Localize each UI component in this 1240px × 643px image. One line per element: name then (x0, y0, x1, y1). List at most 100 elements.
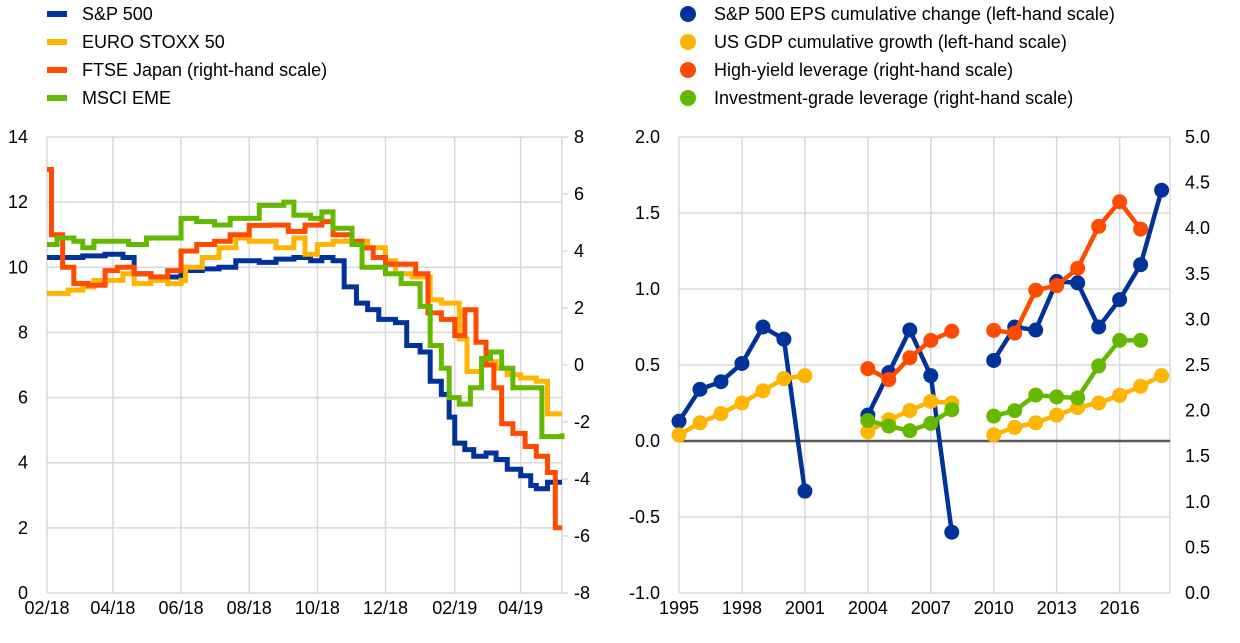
x-tick-label: 1995 (659, 598, 699, 618)
y-right-tick-label: 3.0 (1185, 309, 1210, 329)
data-point-2 (1112, 194, 1128, 210)
data-point-1 (1007, 419, 1023, 435)
data-point-0 (797, 483, 813, 499)
legend-swatch (47, 67, 67, 73)
data-point-0 (776, 331, 792, 347)
y-left-tick-label: 0 (18, 583, 28, 603)
data-point-1 (671, 427, 687, 443)
legend-label: US GDP cumulative growth (left-hand scal… (714, 32, 1067, 52)
data-point-1 (1154, 368, 1170, 384)
series-line-0 (47, 251, 562, 492)
x-tick-label: 10/18 (295, 598, 340, 618)
data-point-3 (1007, 403, 1023, 419)
data-point-1 (1133, 378, 1149, 394)
data-point-2 (944, 323, 960, 339)
data-point-2 (923, 332, 939, 348)
data-point-0 (1070, 275, 1086, 291)
series-line-2 (993, 198, 1143, 336)
legend-label: High-yield leverage (right-hand scale) (714, 60, 1013, 80)
legend-marker (680, 6, 696, 22)
data-point-1 (776, 371, 792, 387)
y-left-tick-label: 10 (8, 257, 28, 277)
data-point-1 (1112, 387, 1128, 403)
legend-label: Investment-grade leverage (right-hand sc… (714, 88, 1073, 108)
data-point-2 (1091, 218, 1107, 234)
data-point-1 (692, 415, 708, 431)
y-right-tick-label: 2.0 (1185, 401, 1210, 421)
y-right-tick-label: 5.0 (1185, 127, 1210, 147)
data-point-3 (1028, 387, 1044, 403)
legend-marker (680, 90, 696, 106)
data-point-0 (1028, 322, 1044, 338)
series-line-3 (47, 199, 565, 440)
legend-swatch (47, 95, 67, 101)
y-right-tick-label: 0 (574, 355, 584, 375)
data-point-1 (923, 393, 939, 409)
y-right-tick-label: 1.5 (1185, 446, 1210, 466)
data-point-1 (797, 368, 813, 384)
data-point-0 (692, 381, 708, 397)
x-tick-label: 2010 (974, 598, 1014, 618)
data-point-0 (902, 322, 918, 338)
x-tick-label: 02/18 (24, 598, 69, 618)
y-right-tick-label: 6 (574, 184, 584, 204)
y-right-tick-label: 4.0 (1185, 218, 1210, 238)
y-right-tick-label: 2.5 (1185, 355, 1210, 375)
x-tick-label: 2004 (848, 598, 888, 618)
series-line-2 (47, 166, 562, 531)
data-point-2 (1049, 278, 1065, 294)
data-point-0 (734, 355, 750, 371)
y-right-tick-label: 3.5 (1185, 264, 1210, 284)
legend-label: MSCI EME (82, 88, 171, 108)
data-point-0 (755, 319, 771, 335)
data-point-0 (1133, 257, 1149, 273)
data-point-3 (1049, 389, 1065, 405)
x-tick-label: 12/18 (363, 598, 408, 618)
y-left-tick-label: 1.5 (635, 203, 660, 223)
data-point-3 (944, 402, 960, 418)
y-left-tick-label: 8 (18, 322, 28, 342)
data-point-1 (986, 427, 1002, 443)
data-point-0 (923, 368, 939, 384)
y-right-tick-label: 2 (574, 298, 584, 318)
data-point-3 (923, 415, 939, 431)
y-left-tick-label: 12 (8, 192, 28, 212)
data-point-1 (902, 403, 918, 419)
y-left-tick-label: 14 (8, 127, 28, 147)
y-left-tick-label: -1.0 (629, 583, 660, 603)
right-chart-eps-gdp-leverage: -1.0 -0.5 0.0 0.5 1.0 1.5 2.0 0.0 0.5 1.0 1.5 2.0 2.… (629, 4, 1210, 618)
x-tick-label: 08/18 (227, 598, 272, 618)
data-point-2 (860, 361, 876, 377)
legend-marker (680, 62, 696, 78)
y-left-tick-label: -0.5 (629, 507, 660, 527)
data-point-3 (1070, 390, 1086, 406)
data-point-3 (1133, 332, 1149, 348)
legend-label: S&P 500 (82, 4, 153, 24)
data-point-0 (713, 374, 729, 390)
data-point-3 (1112, 332, 1128, 348)
y-right-tick-label: 4.5 (1185, 173, 1210, 193)
legend-marker (680, 34, 696, 50)
data-point-1 (860, 424, 876, 440)
data-point-1 (1028, 415, 1044, 431)
legend-label: EURO STOXX 50 (82, 32, 225, 52)
data-point-0 (1091, 319, 1107, 335)
left-chart-equity-indices: 0 2 4 6 8 10 12 14 -8 -6 -4 -2 0 2 4 6 8 02/18 04/18 06/18 0… (8, 4, 590, 618)
y-left-tick-label: 0.0 (635, 431, 660, 451)
y-right-tick-label: -2 (574, 412, 590, 432)
data-point-0 (944, 524, 960, 540)
x-tick-label: 04/18 (90, 598, 135, 618)
y-right-tick-label: -6 (574, 526, 590, 546)
data-point-1 (1091, 395, 1107, 411)
legend-swatch (47, 11, 67, 17)
data-point-3 (902, 423, 918, 439)
data-point-2 (986, 322, 1002, 338)
y-right-tick-label: 0.0 (1185, 583, 1210, 603)
y-left-tick-label: 4 (18, 453, 28, 473)
data-point-0 (671, 413, 687, 429)
y-right-tick-label: 1.0 (1185, 492, 1210, 512)
data-point-1 (1049, 407, 1065, 423)
x-tick-label: 06/18 (159, 598, 204, 618)
x-tick-label: 2013 (1037, 598, 1077, 618)
